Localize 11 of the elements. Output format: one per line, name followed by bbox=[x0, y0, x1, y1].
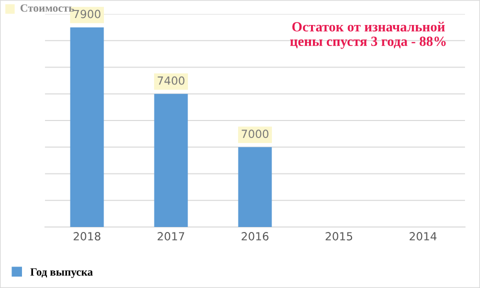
x-tick-label: 2018 bbox=[74, 232, 100, 240]
x-tick-label: 2016 bbox=[242, 232, 268, 240]
x-tick-label: 2017 bbox=[158, 232, 184, 240]
legend-label: Год выпуска bbox=[30, 268, 93, 278]
data-label: 7900 bbox=[74, 10, 100, 18]
annotation: Остаток от изначальной цены спустя 3 года - 88% bbox=[290, 22, 446, 49]
y-axis-title: Стоимость bbox=[20, 4, 74, 12]
data-label: 7400 bbox=[158, 76, 184, 85]
x-tick-label: 2014 bbox=[410, 232, 437, 240]
x-tick-label: 2015 bbox=[326, 232, 352, 240]
data-label: 7000 bbox=[242, 130, 268, 138]
